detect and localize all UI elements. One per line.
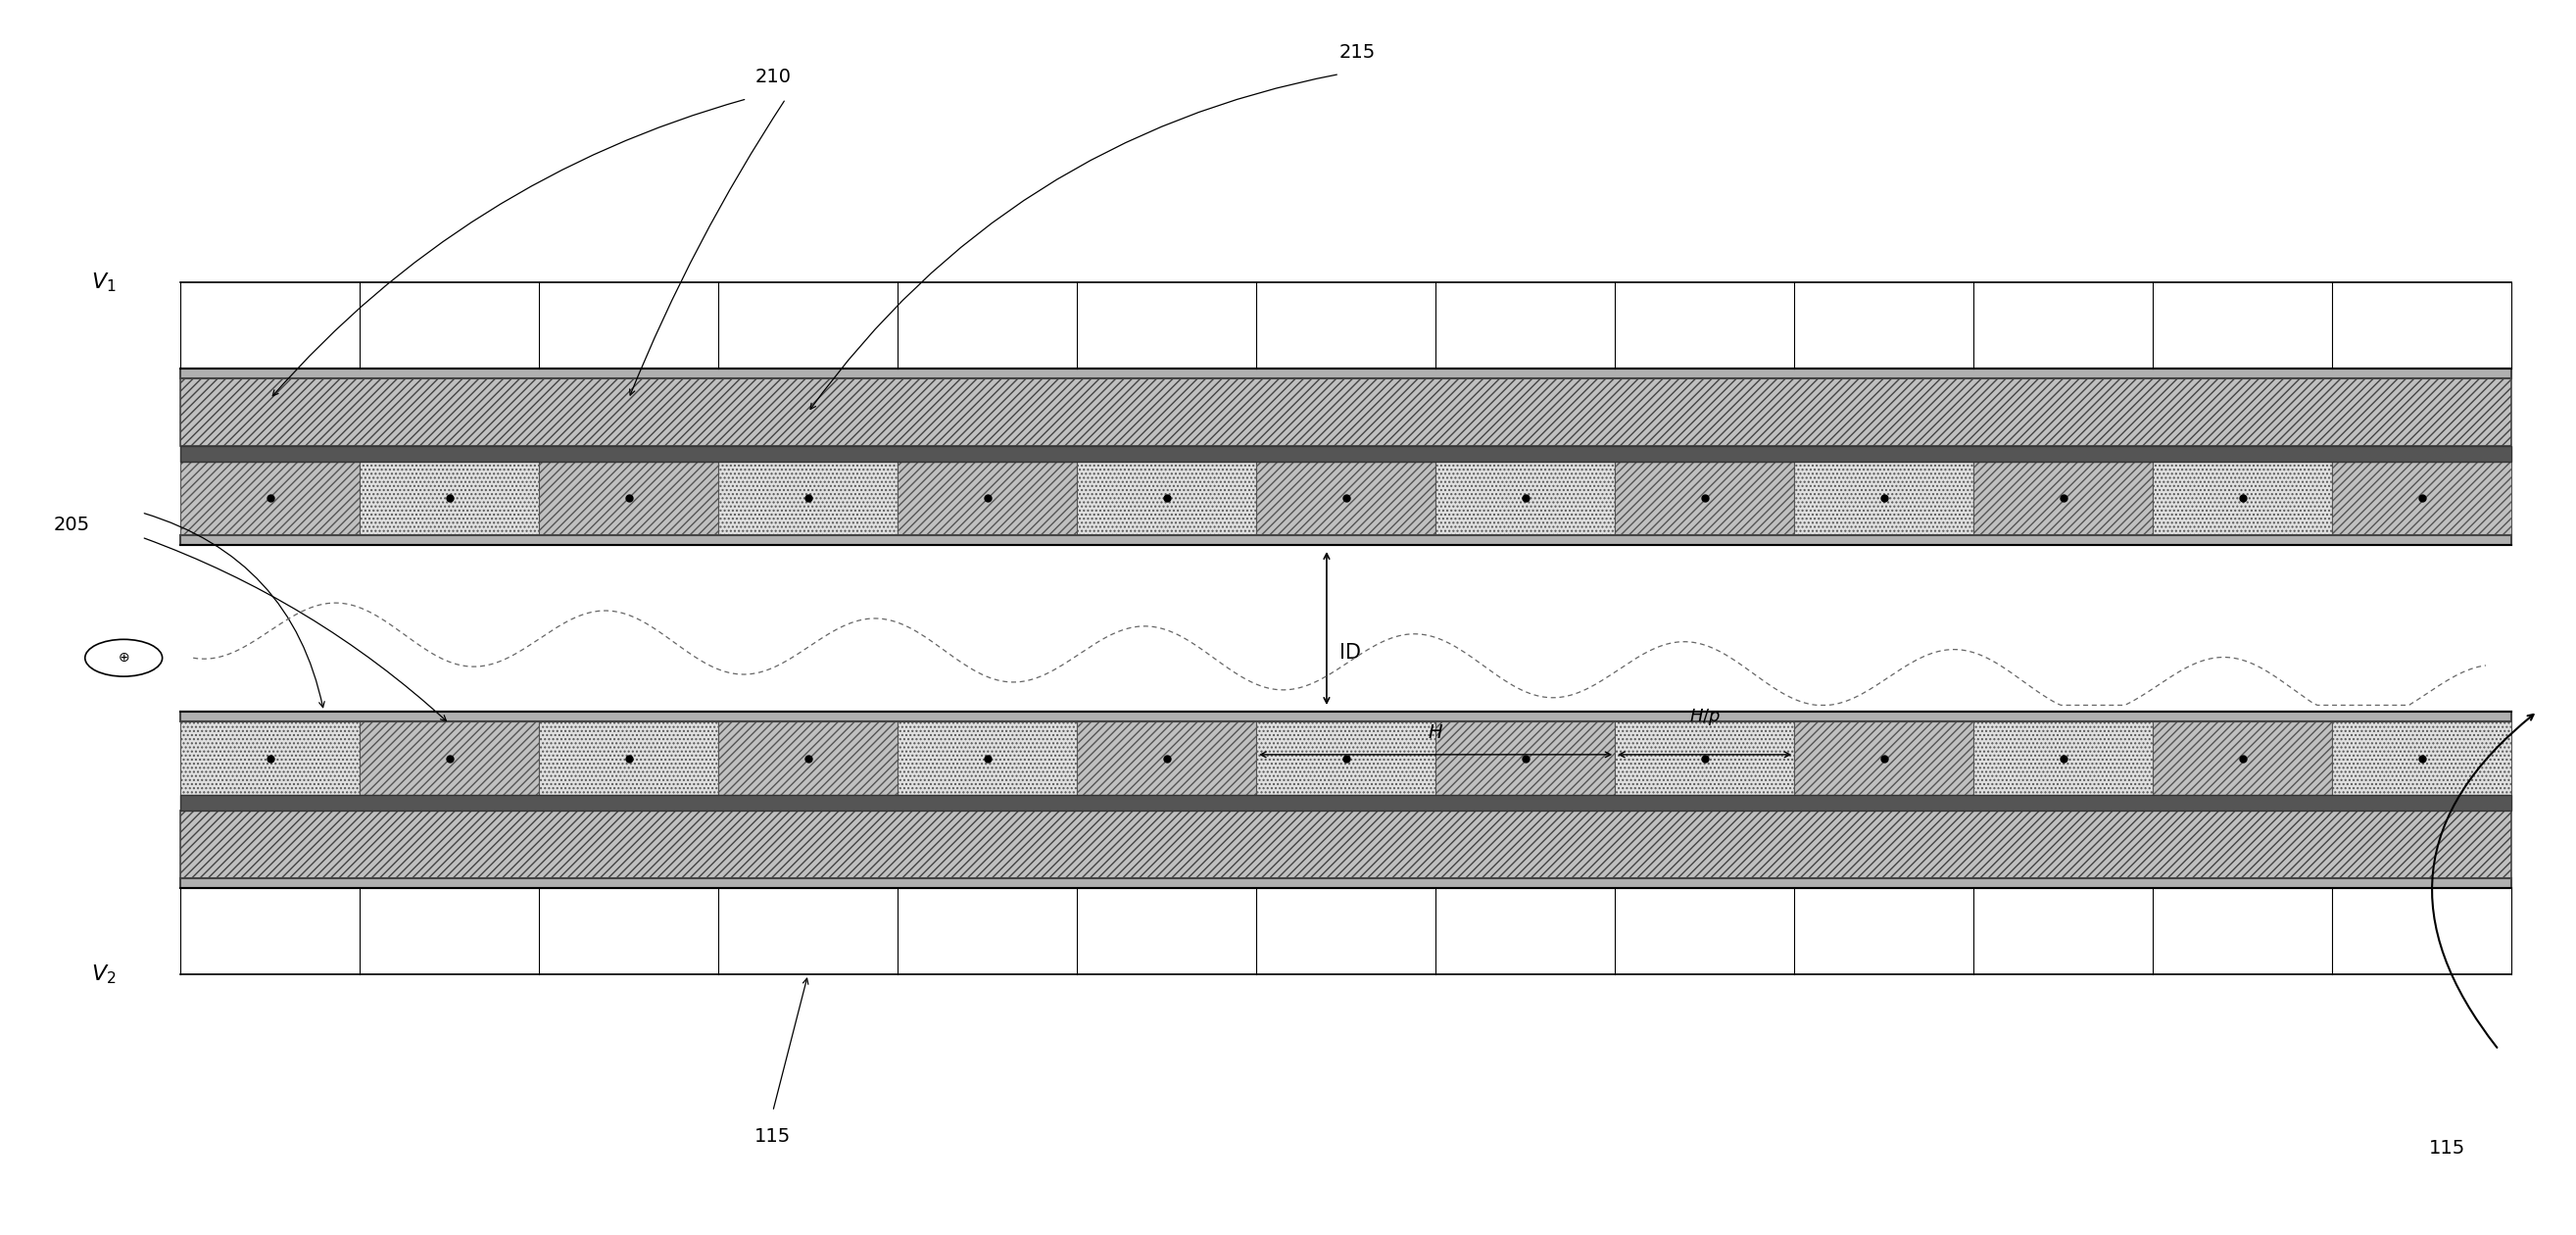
Bar (1257, 462, 1435, 536)
Bar (180, 795, 2512, 810)
Bar (1077, 462, 1257, 536)
Text: $V_2$: $V_2$ (90, 963, 116, 986)
Text: $H/p$: $H/p$ (1690, 706, 1721, 727)
Text: 115: 115 (755, 1126, 791, 1146)
Bar (180, 535, 2512, 546)
Bar (180, 446, 2512, 461)
Bar (1615, 462, 1795, 536)
Bar (180, 462, 361, 536)
Bar (2154, 462, 2331, 536)
Bar (2331, 721, 2512, 795)
Text: $H$: $H$ (1427, 724, 1443, 742)
Bar (180, 378, 2512, 446)
Bar (361, 721, 538, 795)
Text: $V_1$: $V_1$ (90, 270, 116, 294)
Bar (1615, 721, 1795, 795)
Bar (180, 878, 2512, 888)
Bar (361, 462, 538, 536)
Bar (538, 721, 719, 795)
Bar (896, 462, 1077, 536)
Text: 205: 205 (54, 515, 90, 535)
Bar (1795, 462, 1973, 536)
Bar (1435, 721, 1615, 795)
Bar (180, 711, 2512, 721)
Text: $\oplus$: $\oplus$ (118, 651, 129, 664)
Bar (1257, 721, 1435, 795)
Bar (1973, 721, 2154, 795)
Bar (1795, 721, 1973, 795)
Bar (1973, 462, 2154, 536)
Bar (1435, 462, 1615, 536)
Text: ID: ID (1340, 643, 1360, 663)
Bar (1077, 721, 1257, 795)
Text: 210: 210 (755, 68, 791, 86)
Bar (180, 810, 2512, 878)
Bar (538, 462, 719, 536)
Bar (719, 721, 896, 795)
Bar (2154, 721, 2331, 795)
Bar (896, 721, 1077, 795)
Bar (180, 721, 361, 795)
Bar (2331, 462, 2512, 536)
Text: 215: 215 (1340, 43, 1376, 62)
Bar (719, 462, 896, 536)
Text: 115: 115 (2429, 1139, 2465, 1158)
Bar (180, 368, 2512, 378)
